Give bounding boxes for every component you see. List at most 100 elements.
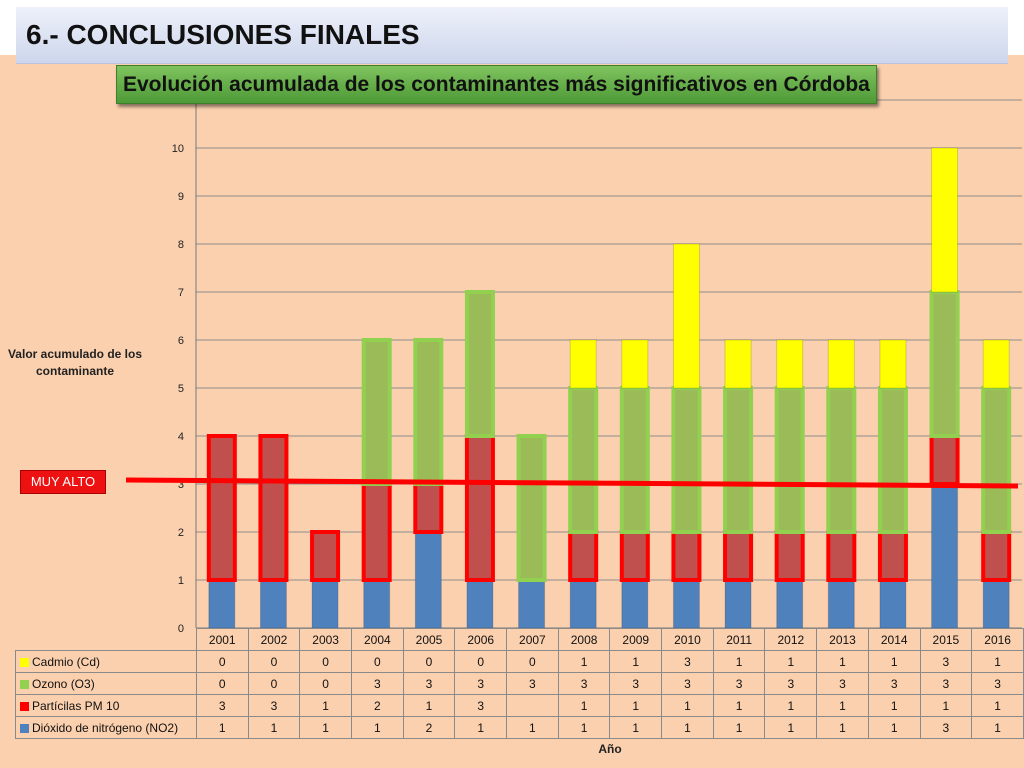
data-label: 3 bbox=[919, 672, 973, 695]
bar-segment bbox=[568, 386, 599, 534]
bar-segment bbox=[414, 531, 442, 629]
data-label: 1 bbox=[816, 694, 869, 717]
legend-label: Cadmio (Cd) bbox=[32, 654, 101, 669]
data-label: 0 bbox=[195, 672, 249, 695]
x-tick-label: 2015 bbox=[919, 628, 973, 651]
bar-segment bbox=[413, 338, 444, 486]
data-label: 1 bbox=[609, 650, 663, 673]
data-label: 1 bbox=[195, 716, 249, 739]
bar-segment bbox=[310, 530, 341, 582]
x-tick-label: 2013 bbox=[816, 628, 869, 651]
threshold-line bbox=[125, 477, 1019, 489]
legend-label: Dióxido de nitrógeno (NO2) bbox=[32, 720, 179, 735]
data-label: 1 bbox=[661, 694, 714, 717]
bar-segment bbox=[671, 530, 702, 582]
x-tick-label: 2007 bbox=[506, 628, 559, 651]
bar-segment bbox=[518, 579, 546, 629]
data-label: 0 bbox=[299, 650, 352, 673]
bar-segment bbox=[516, 434, 547, 582]
bar-segment bbox=[569, 579, 597, 629]
data-label: 0 bbox=[454, 650, 508, 673]
data-label: 3 bbox=[712, 672, 766, 695]
data-label: 1 bbox=[971, 650, 1024, 673]
x-tick-label: 2001 bbox=[195, 628, 249, 651]
x-tick-label: 2005 bbox=[402, 628, 456, 651]
bar-segment bbox=[981, 530, 1012, 582]
legend-entry: Cadmio (Cd) bbox=[15, 650, 197, 673]
bar-segment bbox=[774, 530, 805, 582]
data-label: 1 bbox=[350, 716, 404, 739]
data-label: 0 bbox=[195, 650, 249, 673]
bar-segment bbox=[672, 243, 700, 389]
data-label: 3 bbox=[919, 650, 973, 673]
bar-segment bbox=[464, 434, 495, 582]
bar-segment bbox=[671, 386, 702, 534]
bar-segment bbox=[723, 386, 754, 534]
bar-segment bbox=[879, 579, 907, 629]
data-table: 2001 2002 2003 2004 2005 2006 2007 2008 2009 2010… bbox=[15, 628, 1024, 739]
data-label: 1 bbox=[971, 694, 1024, 717]
data-label: 1 bbox=[867, 650, 921, 673]
y-tick-label: 4 bbox=[178, 431, 184, 443]
x-tick-label: 2009 bbox=[609, 628, 663, 651]
bar-segment bbox=[259, 579, 287, 629]
data-label: 3 bbox=[867, 672, 921, 695]
y-tick-label: 3 bbox=[178, 479, 184, 491]
data-label: 1 bbox=[557, 694, 611, 717]
data-label: 1 bbox=[971, 716, 1024, 739]
table-row: Dióxido de nitrógeno (NO2) 1 1 1 1 2 1 1 1 1 1 1 1 1 1… bbox=[15, 716, 1024, 739]
data-label: 3 bbox=[816, 672, 869, 695]
bar-segment bbox=[929, 290, 960, 438]
bar-segment bbox=[774, 386, 805, 534]
x-tick-label: 2014 bbox=[867, 628, 921, 651]
data-label: 1 bbox=[557, 650, 611, 673]
legend-entry: Dióxido de nitrógeno (NO2) bbox=[15, 716, 197, 739]
table-row: Partícilas PM 10 3 3 1 2 1 3 1 1 1 1 1 1 1 1 1 bbox=[15, 694, 1024, 717]
data-label: 3 bbox=[454, 672, 508, 695]
x-tick-label: 2016 bbox=[971, 628, 1024, 651]
legend-swatch bbox=[20, 679, 29, 689]
data-label: 2 bbox=[350, 694, 404, 717]
data-label: 1 bbox=[402, 694, 456, 717]
data-label: 3 bbox=[350, 672, 404, 695]
bar-segment bbox=[361, 338, 392, 486]
table-corner bbox=[16, 629, 197, 651]
x-tick-label: 2012 bbox=[764, 628, 818, 651]
bar-segment bbox=[363, 579, 391, 629]
data-label: 0 bbox=[247, 672, 301, 695]
data-label: 3 bbox=[764, 672, 818, 695]
chart-title: Evolución acumulada de los contaminantes… bbox=[123, 73, 870, 96]
data-label: 1 bbox=[609, 694, 663, 717]
table-row: Ozono (O3) 0 0 0 3 3 3 3 3 3 3 3 3 3 3 3 3 bbox=[15, 672, 1024, 695]
bar-segment bbox=[877, 530, 908, 582]
legend-swatch bbox=[20, 723, 29, 733]
y-tick-label: 6 bbox=[178, 335, 184, 347]
bar-segment bbox=[931, 483, 959, 629]
y-tick-label: 5 bbox=[178, 383, 184, 395]
data-label: 3 bbox=[609, 672, 663, 695]
legend-entry: Partícilas PM 10 bbox=[15, 694, 197, 717]
y-tick-label: 8 bbox=[178, 239, 184, 251]
legend-label: Partícilas PM 10 bbox=[32, 698, 120, 713]
chart-title-banner: Evolución acumulada de los contaminantes… bbox=[116, 65, 877, 104]
data-label: 1 bbox=[764, 694, 818, 717]
bar-segment bbox=[929, 434, 960, 486]
data-label: 1 bbox=[712, 650, 766, 673]
data-label: 1 bbox=[816, 650, 869, 673]
bar-segment bbox=[776, 579, 804, 629]
data-label: 3 bbox=[247, 694, 301, 717]
x-tick-label: 2006 bbox=[454, 628, 508, 651]
bar-segment bbox=[206, 434, 237, 582]
bar-segment bbox=[413, 482, 444, 534]
bar-segment bbox=[208, 579, 236, 629]
data-label: 0 bbox=[299, 672, 352, 695]
y-axis-label: Valor acumulado de los contaminante bbox=[7, 347, 143, 378]
data-label: 3 bbox=[454, 694, 508, 717]
slide-header: 6.- CONCLUSIONES FINALES bbox=[16, 7, 1008, 64]
data-label: 0 bbox=[350, 650, 404, 673]
x-tick-label: 2003 bbox=[299, 628, 352, 651]
x-tick-label: 2004 bbox=[350, 628, 404, 651]
data-label: 1 bbox=[764, 650, 818, 673]
bar-segment bbox=[568, 530, 599, 582]
